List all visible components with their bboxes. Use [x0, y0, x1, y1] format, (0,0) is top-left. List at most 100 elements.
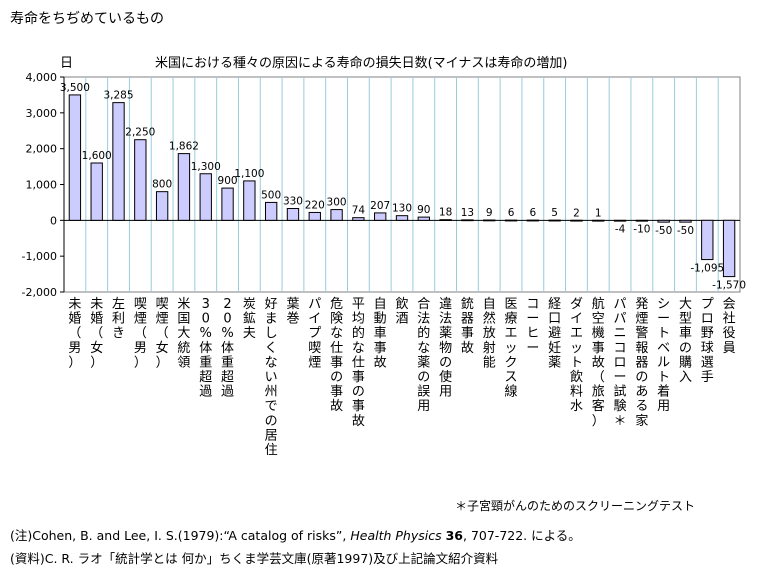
bar: [112, 102, 125, 221]
data-label: 2: [573, 207, 580, 219]
data-label: -50: [677, 225, 694, 237]
category-label: 好ましくない州での居住: [265, 297, 278, 458]
bar: [68, 94, 82, 221]
data-label: 9: [486, 207, 493, 219]
bar: [592, 219, 605, 222]
data-label: -1,570: [712, 280, 746, 292]
category-label: 自動車事故: [374, 297, 387, 370]
bar: [286, 208, 300, 221]
category-label: 炭鉱夫: [243, 297, 256, 341]
bar: [722, 219, 736, 278]
category-label: 航空機事故（旅客）: [592, 296, 605, 429]
category-label: 米国大統領: [177, 297, 190, 370]
data-label: 1,862: [169, 141, 199, 153]
data-label: -10: [633, 224, 650, 236]
category-label: コーヒー: [526, 297, 539, 356]
category-label: 危険な仕事の事故: [330, 297, 343, 414]
data-label: 13: [461, 207, 474, 219]
category-label: 違法薬物の使用: [439, 297, 452, 400]
bar: [570, 219, 583, 222]
bar: [352, 217, 365, 221]
data-label: 330: [283, 196, 303, 208]
bar: [657, 219, 670, 223]
bar: [483, 219, 496, 222]
category-label: 喫煙（男）: [134, 297, 147, 370]
category-label: 銃器事故: [461, 297, 474, 356]
data-label: 220: [305, 199, 325, 211]
data-label: 800: [152, 179, 172, 191]
data-label: 3,285: [103, 90, 133, 102]
data-label: 3,500: [60, 82, 90, 94]
data-label: -4: [615, 223, 626, 235]
data-label: 500: [261, 189, 281, 201]
page-title: 寿命をちぢめているもの: [10, 11, 164, 27]
data-label: 207: [370, 200, 390, 212]
category-label: ダイエット飲料水: [570, 297, 583, 414]
category-label: 葉巻: [286, 297, 299, 327]
bar: [199, 173, 212, 221]
footnote: ＊子宮頸がんのためのスクリーニングテスト: [455, 499, 696, 513]
y-tick-label: 3,000: [26, 107, 58, 120]
data-label: 6: [529, 207, 536, 219]
category-label: プロ野球選手: [701, 297, 714, 385]
category-label: 大型車の購入: [679, 297, 692, 385]
bar: [177, 153, 191, 221]
category-label: 医療エックス線: [505, 297, 518, 400]
bar: [243, 180, 256, 221]
data-label: 2,250: [125, 127, 155, 139]
category-label: 左利き: [112, 297, 125, 341]
plot-area: [63, 76, 741, 293]
bar: [264, 201, 278, 221]
data-label: 1: [595, 207, 602, 219]
category-label: 未婚（女）: [90, 297, 103, 370]
category-label: パパニコロー試験＊: [614, 297, 627, 429]
citation-note: (注)Cohen, B. and Lee, I. S.(1979):“A cat…: [10, 528, 581, 543]
bar: [504, 219, 518, 222]
data-label: 1,600: [82, 150, 112, 162]
category-label: 喫煙（女）: [156, 297, 169, 370]
category-label: 合法的な薬の誤用: [417, 297, 430, 414]
data-label: 1,100: [234, 168, 264, 180]
category-label: 会社役員: [723, 297, 736, 356]
data-label: 5: [551, 207, 558, 219]
bar: [417, 216, 430, 221]
bar: [613, 219, 627, 222]
category-label: 平均的な仕事の事故: [352, 297, 365, 429]
data-label: 1,300: [191, 161, 221, 173]
y-axis-unit-label: 日: [60, 56, 74, 71]
data-label: 300: [327, 197, 347, 209]
data-label: -50: [655, 225, 672, 237]
chart-title: 米国における種々の原因による寿命の損失日数(マイナスは寿命の増加): [155, 56, 568, 71]
data-label: 74: [352, 205, 366, 217]
y-tick-label: -1,000: [22, 250, 57, 263]
y-tick-label: 0: [50, 214, 57, 227]
data-label: 130: [392, 203, 412, 215]
y-tick-label: 2,000: [26, 143, 58, 156]
data-label: -1,095: [690, 263, 724, 275]
bar: [308, 211, 321, 221]
bar: [635, 219, 649, 222]
data-label: 6: [508, 207, 515, 219]
bar: [526, 219, 540, 222]
y-tick-label: 4,000: [26, 71, 58, 84]
data-label: 900: [218, 175, 238, 187]
bar: [155, 191, 169, 221]
category-label: 飲酒: [395, 296, 408, 327]
bar: [461, 219, 474, 222]
category-label: シートベルト着用: [657, 297, 670, 414]
bar: [330, 209, 343, 221]
bar: [221, 187, 234, 221]
category-label: 3 0 %体重超過: [199, 297, 212, 400]
y-tick-label: 1,000: [26, 179, 58, 192]
bar: [134, 139, 147, 221]
category-label: 発煙警報器のある家: [635, 297, 648, 429]
bar: [374, 212, 387, 221]
category-label: 未婚（男）: [68, 297, 81, 370]
bar: [439, 219, 452, 221]
bar: [90, 162, 103, 221]
y-tick-label: -2,000: [22, 286, 57, 299]
category-label: 自然放射能: [483, 297, 496, 370]
category-label: パイプ喫煙: [308, 297, 321, 370]
data-label: 18: [439, 207, 452, 219]
